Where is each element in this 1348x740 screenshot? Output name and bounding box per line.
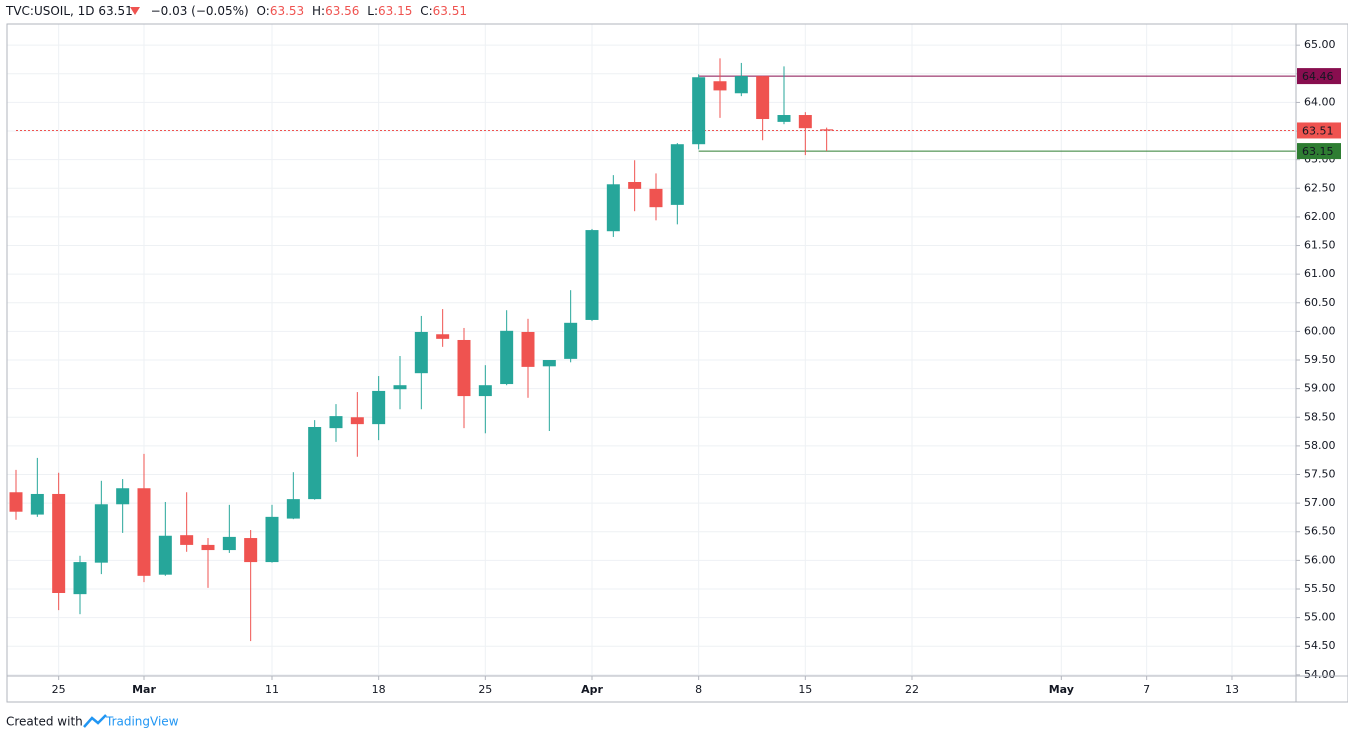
candle-body — [116, 488, 130, 505]
change: −0.03 (−0.05%) — [151, 4, 249, 18]
candle-body — [393, 385, 407, 390]
candle-body — [286, 499, 300, 519]
candle-body — [756, 76, 770, 120]
y-tick-label: 57.00 — [1304, 496, 1336, 509]
candle-body — [713, 81, 727, 91]
open-label: O: — [257, 4, 270, 18]
y-tick-label: 62.00 — [1304, 210, 1336, 223]
x-tick-label: Mar — [132, 683, 156, 696]
x-tick-label: May — [1049, 683, 1074, 696]
y-tick-label: 54.50 — [1304, 639, 1336, 652]
candle-body — [692, 77, 706, 145]
y-tick-label: 62.50 — [1304, 181, 1336, 194]
last-price: 63.51 — [98, 4, 132, 18]
y-tick-label: 56.50 — [1304, 525, 1336, 538]
price-label-box — [1297, 143, 1341, 160]
frame — [6, 23, 1348, 703]
logo — [83, 714, 107, 728]
x-tick-label: 22 — [905, 683, 919, 696]
x-tick-label: 18 — [372, 683, 386, 696]
open-value: 63.53 — [270, 4, 304, 18]
candle-body — [222, 536, 236, 551]
axes — [6, 23, 1348, 703]
y-tick-label: 64.00 — [1304, 95, 1336, 108]
close-label: C: — [420, 4, 432, 18]
candle-body — [9, 492, 23, 512]
candle-body — [372, 390, 386, 425]
price-label-box — [1297, 122, 1341, 139]
candle-body — [265, 516, 279, 563]
candle-body — [542, 360, 556, 367]
candle-body — [777, 115, 791, 122]
y-tick-label: 59.50 — [1304, 353, 1336, 366]
y-tick-label: 65.00 — [1304, 38, 1336, 51]
candle-body — [414, 331, 428, 374]
candle-body — [734, 76, 748, 94]
candle-body — [30, 493, 44, 515]
candle-body — [649, 188, 663, 208]
x-tick-label: 25 — [52, 683, 66, 696]
low-value: 63.15 — [378, 4, 412, 18]
candle-body — [329, 416, 343, 429]
y-tick-label: 59.00 — [1304, 382, 1336, 395]
candle-body — [798, 115, 812, 129]
candle-body — [585, 230, 599, 320]
x-tick-label: 15 — [798, 683, 812, 696]
x-tick-label: 11 — [265, 683, 279, 696]
candle-body — [457, 339, 471, 397]
candle-body — [201, 544, 215, 551]
x-tick-label: 13 — [1225, 683, 1239, 696]
y-tick-label: 60.00 — [1304, 324, 1336, 337]
candle-body — [670, 144, 684, 205]
candle-body — [52, 493, 66, 593]
candle-body — [628, 181, 642, 189]
price-label: 63.51 — [1302, 124, 1334, 137]
x-tick-label: 8 — [695, 683, 702, 696]
candle-body — [436, 334, 450, 339]
candle-body — [500, 330, 514, 385]
high-value: 63.56 — [325, 4, 359, 18]
y-tick-label: 60.50 — [1304, 296, 1336, 309]
x-tick-label: 25 — [478, 683, 492, 696]
footer-text: Created with — [6, 715, 83, 729]
candle-body — [350, 417, 364, 425]
x-tick-label: 7 — [1143, 683, 1150, 696]
plot: 54.00 54.50 55.00 55.50 56.00 56.50 57.00 57.50… — [9, 38, 1341, 696]
x-tick-label: Apr — [581, 683, 603, 696]
y-tick-label: 55.00 — [1304, 611, 1336, 624]
candle-body — [244, 538, 258, 563]
y-tick-label: 61.00 — [1304, 267, 1336, 280]
close-value: 63.51 — [433, 4, 467, 18]
candle-body — [137, 488, 151, 576]
y-tick-label: 56.00 — [1304, 553, 1336, 566]
grid — [7, 24, 1296, 676]
y-tick-label: 58.00 — [1304, 439, 1336, 452]
candle-body — [564, 322, 578, 359]
y-tick-label: 54.00 — [1304, 668, 1336, 681]
high-label: H: — [312, 4, 325, 18]
price-label: 64.46 — [1302, 70, 1334, 83]
y-tick-label: 55.50 — [1304, 582, 1336, 595]
low-label: L: — [367, 4, 378, 18]
y-tick-label: 61.50 — [1304, 239, 1336, 252]
candle-body — [478, 385, 492, 397]
candle-body — [180, 535, 194, 545]
candle-body — [94, 504, 108, 563]
candle-body — [521, 331, 535, 367]
header: TVC:USOIL, 1D 63.51 −0.03 (−0.05%) O:63.… — [5, 4, 467, 18]
footer-brand: TradingView — [105, 715, 179, 729]
candle-body — [820, 129, 834, 131]
y-tick-label: 58.50 — [1304, 410, 1336, 423]
candle-body — [73, 562, 87, 595]
price-label: 63.15 — [1302, 145, 1334, 158]
symbol: TVC:USOIL, 1D — [5, 4, 95, 18]
candle-body — [158, 535, 172, 575]
price-label-box — [1297, 68, 1341, 85]
candle-body — [606, 184, 620, 232]
down-arrow — [130, 7, 140, 15]
y-tick-label: 57.50 — [1304, 468, 1336, 481]
candle-body — [308, 426, 322, 500]
